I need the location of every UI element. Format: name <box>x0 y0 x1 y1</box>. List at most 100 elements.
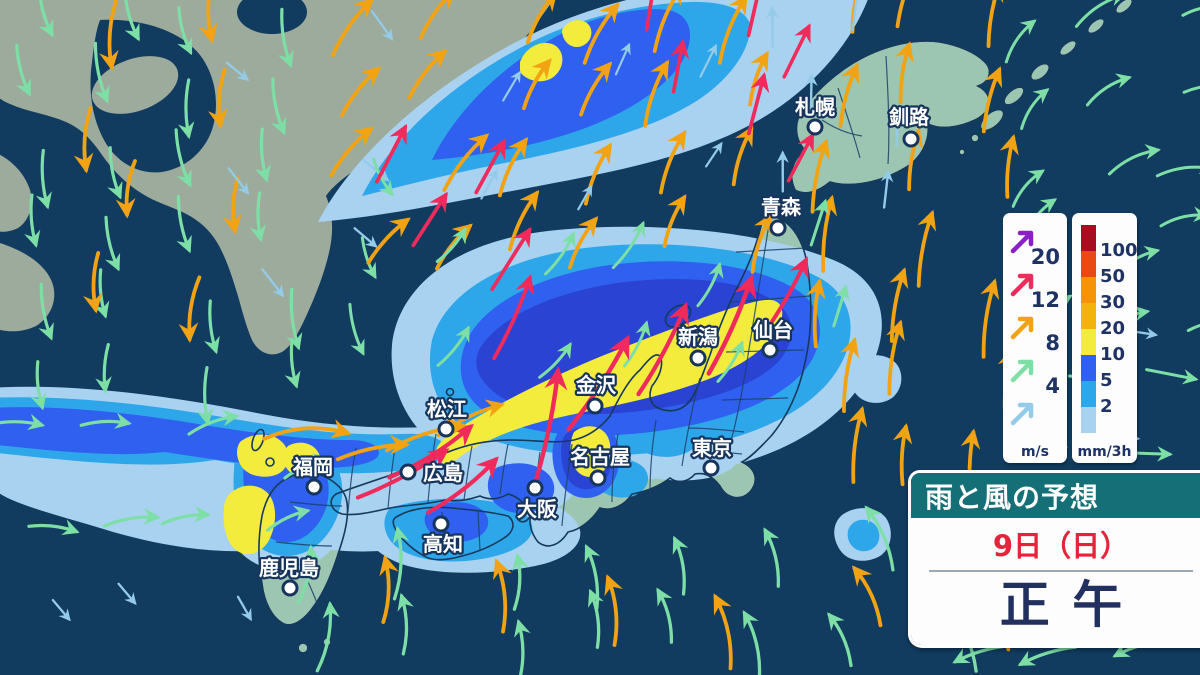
wind-arrow-green <box>1020 88 1050 130</box>
wind-arrow-orange <box>366 217 411 265</box>
wind-arrow-green <box>1186 323 1200 332</box>
wind-arrow-orange <box>662 194 687 249</box>
rain-area-p0 <box>850 355 902 403</box>
wind-arrow-orange <box>885 319 905 396</box>
city-marker-青森: 青森 <box>759 193 804 237</box>
rain-level-value: 5 <box>1100 370 1113 391</box>
city-label: 松江 <box>427 397 467 421</box>
wind-arrow-orange <box>579 61 613 117</box>
city-label: 東京 <box>692 436 732 460</box>
wind-arrow-crimson <box>492 274 535 361</box>
wind-arrow-lblue <box>614 42 631 76</box>
wind-arrow-orange <box>713 593 733 671</box>
wind-arrow-green <box>187 409 240 436</box>
wind-arrow-lblue <box>705 141 723 168</box>
wind-arrow-orange <box>442 133 490 192</box>
wind-arrow-orange <box>851 565 883 628</box>
forecast-title: 雨と風の予想 <box>911 473 1200 518</box>
rain-area-p10 <box>223 485 276 555</box>
city-dot <box>589 469 607 487</box>
wind-arrow-orange <box>659 129 687 195</box>
wind-arrow-crimson <box>566 334 630 432</box>
prefecture-border <box>821 119 863 137</box>
prefecture-border <box>729 217 771 445</box>
city-label: 仙台 <box>753 318 793 342</box>
rain-swatch-min <box>1081 407 1096 433</box>
prefecture-border <box>299 563 321 613</box>
rain-area-p10 <box>436 299 783 464</box>
wind-arrow-lblue <box>51 598 71 622</box>
city-marker-仙台: 仙台 <box>751 316 795 359</box>
forecast-time: 正午 <box>999 576 1145 634</box>
wind-arrow-orange <box>99 0 119 72</box>
wind-arrow-crimson <box>782 23 811 79</box>
wind-arrow-lblue <box>880 169 894 209</box>
wind-arrow-lblue <box>353 227 378 248</box>
wind-arrow-crimson <box>746 0 759 38</box>
city-label: 大阪 <box>517 497 558 521</box>
wind-arrow-lblue <box>261 268 285 298</box>
wind-arrow-green <box>672 535 689 596</box>
wind-arrow-orange <box>892 423 913 487</box>
wind-arrow-orange <box>115 159 137 219</box>
wind-arrow-green <box>544 231 576 276</box>
wind-arrow-lblue <box>480 168 498 200</box>
wind-arrow-orange <box>498 137 529 198</box>
wind-arrow-lblue <box>699 43 717 78</box>
wind-arrow-orange <box>840 336 860 413</box>
wind-arrow-green <box>588 588 604 649</box>
wind-arrow-orange <box>262 419 352 441</box>
wind-arrow-lblue <box>577 184 593 211</box>
city-marker-鹿児島: 鹿児島 <box>257 554 321 597</box>
city-label: 名古屋 <box>570 445 630 469</box>
wind-arrow-orange <box>584 142 613 206</box>
wind-arrow-orange <box>980 278 1000 359</box>
wind-legend-row: 12 <box>1003 266 1067 312</box>
wind-arrow-crimson <box>474 138 506 195</box>
wind-speed-value: 4 <box>1045 374 1060 398</box>
wind-arrow-orange <box>178 275 202 343</box>
city-dot <box>702 459 720 477</box>
wind-arrow-lblue <box>891 103 905 148</box>
city-dot <box>586 397 604 415</box>
wind-arrow-orange <box>329 126 374 178</box>
wind-arrow-crimson <box>636 302 689 397</box>
wind-arrow-green <box>30 360 47 411</box>
wind-arrow-orange <box>508 189 540 252</box>
wind-arrow-green <box>286 287 303 351</box>
wind-arrow-green <box>827 612 853 668</box>
wind-arrow-lblue <box>225 61 250 81</box>
wind-arrow-green <box>1181 7 1200 17</box>
wind-arrow-orange <box>83 251 103 314</box>
city-marker-釧路: 釧路 <box>887 103 932 148</box>
wind-arrow-orange <box>838 62 860 129</box>
wind-arrow-green <box>177 78 195 140</box>
wind-arrow-green <box>392 525 410 601</box>
china-coast-blob1 <box>0 154 32 232</box>
wind-arrow-crimson <box>746 72 770 136</box>
wind-arrow-orange <box>522 58 552 111</box>
wind-arrow-orange <box>916 209 937 288</box>
wind-arrow-orange <box>984 0 1004 48</box>
wind-legend-row: 8 <box>1003 309 1067 355</box>
wind-arrow-lblue <box>236 595 252 622</box>
wind-arrow-green <box>1004 19 1037 64</box>
wind-arrow-orange <box>848 405 868 484</box>
wind-arrow-orange <box>331 0 375 58</box>
wind-arrow-orange <box>73 105 94 174</box>
wind-arrow-lblue <box>502 70 521 102</box>
wind-unit-label: m/s <box>1020 444 1050 460</box>
wind-arrow-green <box>1011 169 1046 208</box>
wind-arrow-green <box>696 261 724 308</box>
city-label: 高知 <box>423 532 463 556</box>
city-label: 札幌 <box>794 95 835 119</box>
wind-arrow-green <box>397 592 414 656</box>
wind-arrow-green <box>372 157 394 197</box>
prefecture-border <box>837 87 861 159</box>
wind-arrow-green <box>1159 206 1200 228</box>
wind-arrow-green <box>514 618 531 675</box>
wind-arrow-green <box>348 302 365 356</box>
wind-arrow-green <box>95 343 112 394</box>
wind-arrow-green <box>716 340 745 383</box>
